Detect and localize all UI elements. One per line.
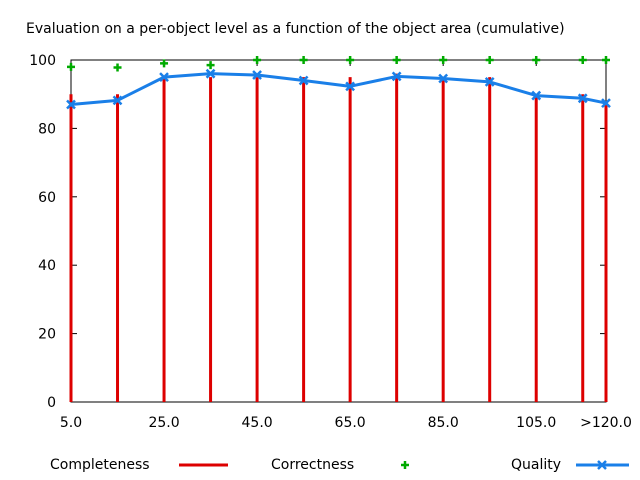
legend-label-correctness: Correctness (271, 457, 354, 473)
y-tick-label: 0 (47, 395, 56, 411)
quality-line (70, 72, 607, 106)
correctness-point (346, 56, 355, 64)
quality-point (205, 68, 216, 79)
quality-point (601, 98, 611, 108)
quality-point (484, 77, 495, 87)
legend-label-completeness: Completeness (50, 457, 150, 473)
correctness-point (532, 56, 541, 64)
quality-point (66, 99, 76, 110)
y-tick-label: 60 (38, 190, 56, 206)
correctness-point (299, 56, 308, 64)
correctness-point (602, 56, 610, 64)
correctness-point (392, 56, 401, 64)
correctness-point (439, 56, 448, 64)
chart-title: Evaluation on a per-object level as a fu… (26, 21, 565, 37)
correctness-point (578, 56, 587, 64)
x-tick-label: 45.0 (242, 415, 273, 431)
quality-point (577, 93, 588, 104)
axes (70, 59, 607, 403)
correctness-point (253, 56, 262, 64)
quality-point (345, 81, 356, 92)
legend-marker-quality (597, 460, 607, 470)
quality-point (159, 72, 169, 82)
correctness-point (160, 59, 169, 68)
x-tick-label: 25.0 (148, 415, 179, 431)
y-tick-label: 40 (38, 258, 56, 274)
x-tick-label: 5.0 (60, 415, 82, 431)
correctness-point (113, 63, 122, 72)
y-tick-label: 80 (38, 121, 56, 137)
quality-point (391, 71, 402, 82)
plot-area (66, 56, 611, 402)
x-tick-label: >120.0 (580, 415, 632, 431)
plot-frame (70, 59, 607, 403)
legend: Completeness Correctness Quality (50, 457, 629, 473)
y-tick-label: 20 (38, 327, 56, 343)
x-tick-label: 105.0 (516, 415, 556, 431)
x-tick-label: 65.0 (335, 415, 366, 431)
quality-point (531, 90, 542, 101)
ticks: 0 20 40 60 80 100 5.0 25.0 45.0 65.0 85.0 105.0 >120… (29, 53, 632, 431)
x-tick-label: 85.0 (428, 415, 459, 431)
quality-point (438, 73, 449, 84)
legend-swatch-correctness (401, 461, 409, 469)
correctness-point (485, 56, 494, 64)
y-tick-label: 100 (29, 53, 56, 69)
correctness-point (67, 62, 75, 71)
correctness-point (206, 61, 215, 70)
quality-point (252, 70, 262, 80)
legend-label-quality: Quality (511, 457, 561, 473)
quality-point (298, 75, 309, 86)
quality-point (112, 95, 123, 106)
